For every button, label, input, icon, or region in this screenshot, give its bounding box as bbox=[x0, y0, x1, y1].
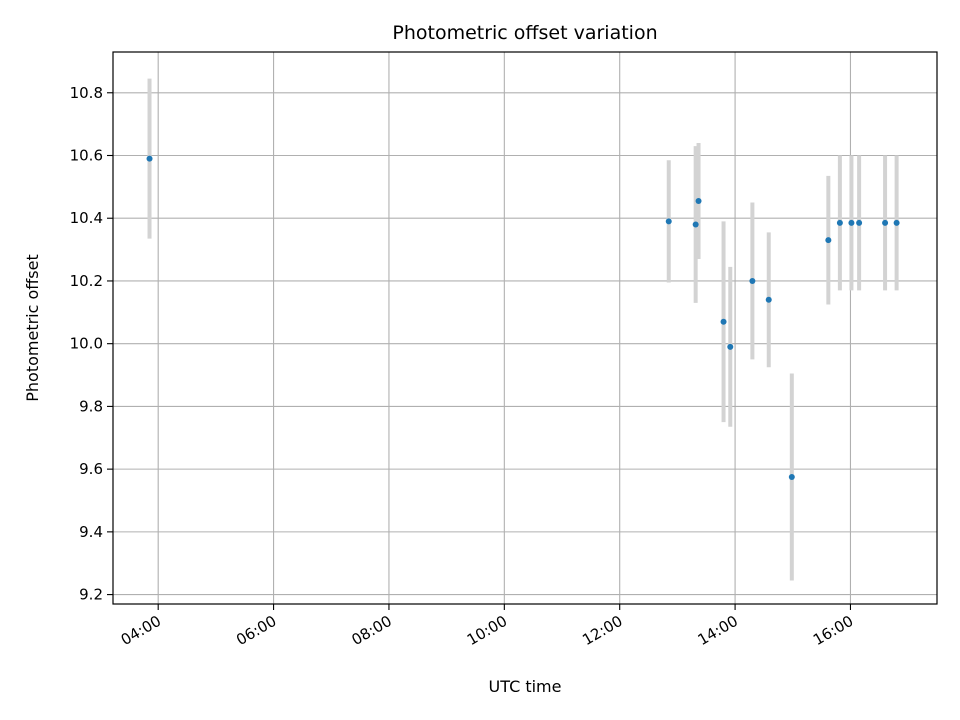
data-point bbox=[727, 343, 734, 350]
y-tick-label: 10.2 bbox=[70, 272, 103, 290]
data-point bbox=[695, 197, 702, 204]
y-tick-label: 9.4 bbox=[79, 523, 103, 541]
y-axis-ticks: 9.2 9.4 9.6 9.8 10.0 10.2 10.4 10.6 10.8 bbox=[70, 84, 113, 604]
plot-frame bbox=[112, 51, 938, 605]
data-point bbox=[856, 219, 863, 226]
data-point bbox=[765, 296, 772, 303]
data-point bbox=[893, 219, 900, 226]
y-tick-label: 10.6 bbox=[70, 147, 103, 165]
data-points bbox=[146, 155, 900, 480]
data-point bbox=[882, 219, 889, 226]
y-tick-label: 10.4 bbox=[70, 209, 103, 227]
data-point bbox=[848, 219, 855, 226]
data-point bbox=[836, 219, 843, 226]
data-point bbox=[749, 277, 756, 284]
chart-title: Photometric offset variation bbox=[392, 22, 657, 44]
data-point bbox=[720, 318, 727, 325]
y-tick-label: 9.2 bbox=[79, 586, 103, 604]
y-axis-label: Photometric offset bbox=[23, 254, 42, 402]
x-axis-label: UTC time bbox=[489, 677, 562, 696]
y-tick-label: 10.8 bbox=[70, 84, 103, 102]
data-point bbox=[825, 237, 832, 244]
data-point bbox=[146, 155, 153, 162]
y-tick-label: 10.0 bbox=[70, 335, 103, 353]
data-point bbox=[788, 473, 795, 480]
data-point bbox=[692, 221, 699, 228]
y-tick-label: 9.6 bbox=[79, 460, 103, 478]
data-point bbox=[665, 218, 672, 225]
y-tick-label: 9.8 bbox=[79, 397, 103, 415]
grid bbox=[113, 52, 937, 604]
